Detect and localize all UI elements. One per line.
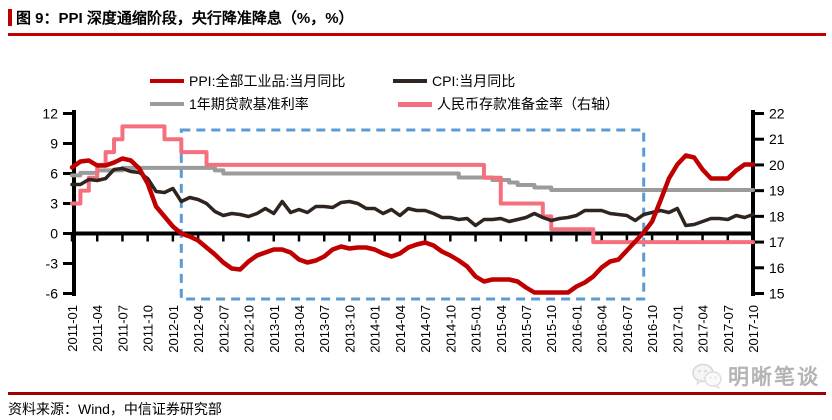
legend-item-cpi: CPI:当月同比	[393, 71, 515, 91]
loan-rate-line-swatch	[150, 102, 184, 106]
svg-text:2014-07: 2014-07	[418, 305, 433, 353]
svg-text:9: 9	[50, 136, 58, 152]
svg-text:2011-07: 2011-07	[115, 305, 130, 352]
svg-text:2015-10: 2015-10	[544, 305, 559, 353]
svg-text:2017-01: 2017-01	[670, 305, 685, 353]
svg-text:2016-01: 2016-01	[569, 305, 584, 353]
svg-text:3: 3	[50, 196, 58, 212]
svg-text:2017-10: 2017-10	[746, 305, 761, 353]
bottom-rule	[8, 392, 826, 395]
svg-text:2014-04: 2014-04	[393, 305, 408, 353]
svg-text:2017-04: 2017-04	[696, 305, 711, 353]
svg-text:19: 19	[769, 183, 785, 199]
legend-item-ppi: PPI:全部工业品:当月同比	[150, 71, 345, 91]
cpi-line-swatch	[393, 79, 427, 83]
figure-title-row: 图 9：PPI 深度通缩阶段，央行降准降息（%，%）	[8, 5, 826, 36]
legend-label-reserve-ratio: 人民币存款准备金率（右轴）	[437, 96, 619, 112]
svg-text:2014-01: 2014-01	[368, 305, 383, 353]
svg-text:2013-07: 2013-07	[317, 305, 332, 353]
svg-text:17: 17	[769, 234, 785, 250]
svg-text:18: 18	[769, 208, 785, 224]
svg-text:2015-07: 2015-07	[519, 305, 534, 353]
ppi-line-swatch	[150, 79, 184, 83]
legend-item-loan-rate: 1年期贷款基准利率	[150, 94, 309, 114]
svg-text:20: 20	[769, 157, 785, 173]
svg-text:16: 16	[769, 260, 785, 276]
legend-item-reserve-ratio: 人民币存款准备金率（右轴）	[398, 94, 619, 114]
svg-text:6: 6	[50, 166, 58, 182]
legend-label-cpi: CPI:当月同比	[432, 73, 516, 89]
svg-text:2011-04: 2011-04	[90, 305, 105, 352]
svg-text:2012-01: 2012-01	[166, 305, 181, 353]
figure-title: 图 9：PPI 深度通缩阶段，央行降准降息（%，%）	[16, 10, 354, 27]
svg-text:2014-10: 2014-10	[443, 305, 458, 353]
svg-text:2013-01: 2013-01	[267, 305, 282, 353]
svg-text:2013-10: 2013-10	[342, 305, 357, 353]
wechat-icon	[692, 363, 722, 389]
svg-text:2012-07: 2012-07	[216, 305, 231, 353]
watermark-text: 明晰笔谈	[728, 366, 820, 389]
title-accent-bar	[8, 9, 12, 26]
svg-text:-6: -6	[46, 286, 59, 302]
data-source-note: 资料来源：Wind，中信证券研究部	[8, 401, 222, 417]
svg-text:21: 21	[769, 131, 785, 147]
svg-text:2016-10: 2016-10	[645, 305, 660, 353]
legend-label-loan-rate: 1年期贷款基准利率	[189, 96, 309, 112]
svg-text:12: 12	[42, 106, 58, 122]
svg-text:2017-07: 2017-07	[721, 305, 736, 353]
svg-text:22: 22	[769, 106, 785, 122]
svg-text:0: 0	[50, 226, 58, 242]
wechat-watermark: 明晰笔谈	[692, 361, 820, 391]
svg-text:2012-04: 2012-04	[191, 305, 206, 353]
svg-text:2011-10: 2011-10	[141, 305, 156, 352]
svg-text:2016-04: 2016-04	[595, 305, 610, 353]
svg-text:-3: -3	[46, 256, 59, 272]
svg-text:2012-10: 2012-10	[242, 305, 257, 353]
svg-text:2011-01: 2011-01	[65, 305, 80, 352]
svg-text:2015-01: 2015-01	[469, 305, 484, 353]
svg-text:2016-07: 2016-07	[620, 305, 635, 353]
svg-text:2013-04: 2013-04	[292, 305, 307, 353]
reserve-ratio-line-swatch	[398, 101, 432, 107]
legend-label-ppi: PPI:全部工业品:当月同比	[189, 73, 346, 89]
svg-text:15: 15	[769, 286, 785, 302]
svg-text:2015-04: 2015-04	[494, 305, 509, 353]
